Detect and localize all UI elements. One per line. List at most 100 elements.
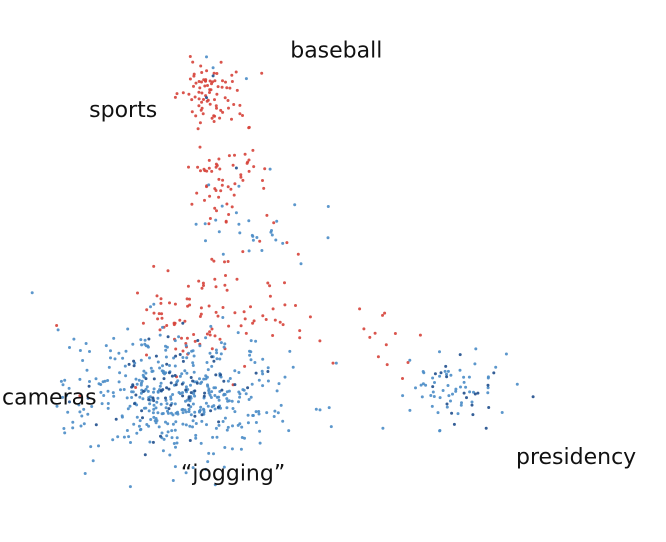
- dark-blue-point: [180, 382, 184, 386]
- blue-point: [464, 385, 468, 389]
- dark-blue-point: [187, 403, 191, 407]
- red-point: [385, 363, 389, 367]
- blue-point: [447, 394, 451, 398]
- blue-point: [117, 351, 121, 355]
- blue-point: [281, 419, 285, 423]
- blue-point: [214, 386, 217, 390]
- red-point: [229, 187, 233, 191]
- blue-point: [408, 358, 412, 362]
- label-presidency: presidency: [516, 445, 636, 470]
- blue-point: [137, 424, 141, 428]
- blue-point: [159, 402, 163, 406]
- red-point: [362, 327, 366, 331]
- blue-point: [132, 422, 136, 426]
- dark-blue-point: [195, 381, 199, 385]
- blue-point: [164, 398, 168, 402]
- dark-blue-point: [151, 396, 155, 400]
- blue-point: [213, 483, 217, 487]
- red-point: [213, 79, 217, 83]
- dark-blue-point: [181, 359, 185, 363]
- blue-point: [168, 364, 171, 367]
- dark-blue-point: [154, 354, 158, 358]
- blue-point: [125, 429, 129, 432]
- blue-point: [260, 249, 264, 252]
- blue-point: [222, 465, 226, 469]
- blue-point: [445, 405, 449, 409]
- red-point: [168, 301, 171, 305]
- red-point: [218, 116, 222, 120]
- blue-point: [101, 380, 105, 384]
- blue-point: [173, 465, 177, 469]
- red-point: [194, 81, 198, 85]
- blue-point: [139, 338, 143, 342]
- red-point: [200, 80, 203, 84]
- red-point: [213, 98, 216, 102]
- blue-point: [460, 401, 463, 405]
- blue-point: [144, 406, 148, 410]
- red-point: [226, 99, 230, 102]
- dark-blue-point: [189, 376, 193, 379]
- dark-blue-point: [166, 335, 170, 339]
- red-point: [216, 314, 220, 318]
- blue-point: [261, 357, 265, 361]
- blue-point: [213, 407, 217, 411]
- blue-point: [238, 395, 242, 399]
- label-sports: sports: [89, 98, 157, 123]
- blue-point: [486, 386, 490, 390]
- red-point: [376, 355, 380, 359]
- blue-point: [180, 372, 184, 376]
- dark-blue-point: [487, 406, 491, 409]
- blue-point: [217, 398, 221, 402]
- dark-blue-point: [162, 377, 166, 381]
- blue-point: [203, 222, 207, 226]
- red-point: [230, 117, 233, 121]
- blue-point: [283, 375, 287, 379]
- red-point: [217, 157, 221, 161]
- blue-point: [171, 422, 175, 426]
- dark-blue-point: [187, 396, 191, 400]
- dark-blue-point: [452, 422, 456, 426]
- red-point: [198, 145, 202, 149]
- red-point: [159, 297, 163, 301]
- blue-point: [151, 411, 155, 415]
- red-point: [406, 361, 410, 364]
- red-point: [208, 333, 212, 337]
- blue-point: [214, 348, 218, 352]
- red-point: [213, 334, 217, 338]
- dark-blue-point: [205, 96, 208, 100]
- dark-blue-point: [444, 364, 448, 368]
- blue-point: [204, 239, 207, 243]
- blue-point: [436, 411, 440, 415]
- red-point: [271, 334, 275, 337]
- blue-point: [228, 377, 232, 380]
- red-point: [210, 257, 214, 261]
- blue-point: [221, 420, 225, 423]
- blue-point: [192, 354, 196, 358]
- blue-point: [99, 383, 103, 386]
- blue-point: [445, 372, 448, 376]
- blue-point: [144, 344, 148, 348]
- red-point: [197, 80, 201, 83]
- red-point: [368, 335, 372, 339]
- blue-point: [273, 409, 277, 413]
- dark-blue-point: [144, 377, 148, 381]
- blue-point: [189, 396, 193, 400]
- dark-blue-point: [131, 383, 135, 387]
- blue-point: [139, 391, 143, 395]
- blue-point: [127, 435, 131, 439]
- blue-point: [231, 424, 234, 428]
- blue-point: [219, 341, 223, 345]
- red-point: [201, 281, 205, 285]
- red-point: [188, 55, 192, 58]
- blue-point: [251, 234, 255, 238]
- blue-point: [106, 379, 110, 382]
- dark-blue-point: [212, 359, 216, 363]
- blue-point: [176, 379, 180, 383]
- dark-blue-point: [174, 354, 178, 358]
- blue-point: [270, 233, 274, 237]
- blue-point: [237, 371, 241, 374]
- blue-point: [56, 328, 60, 332]
- dark-blue-point: [254, 371, 258, 375]
- red-point: [247, 158, 251, 162]
